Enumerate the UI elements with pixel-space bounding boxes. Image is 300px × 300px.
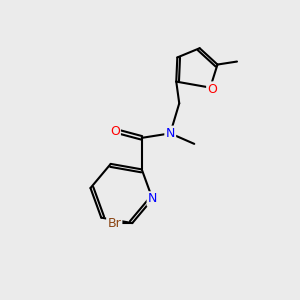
Text: N: N [166,127,175,140]
Text: O: O [110,125,120,138]
Text: Br: Br [107,217,121,230]
Text: N: N [148,193,157,206]
Text: O: O [207,82,217,96]
